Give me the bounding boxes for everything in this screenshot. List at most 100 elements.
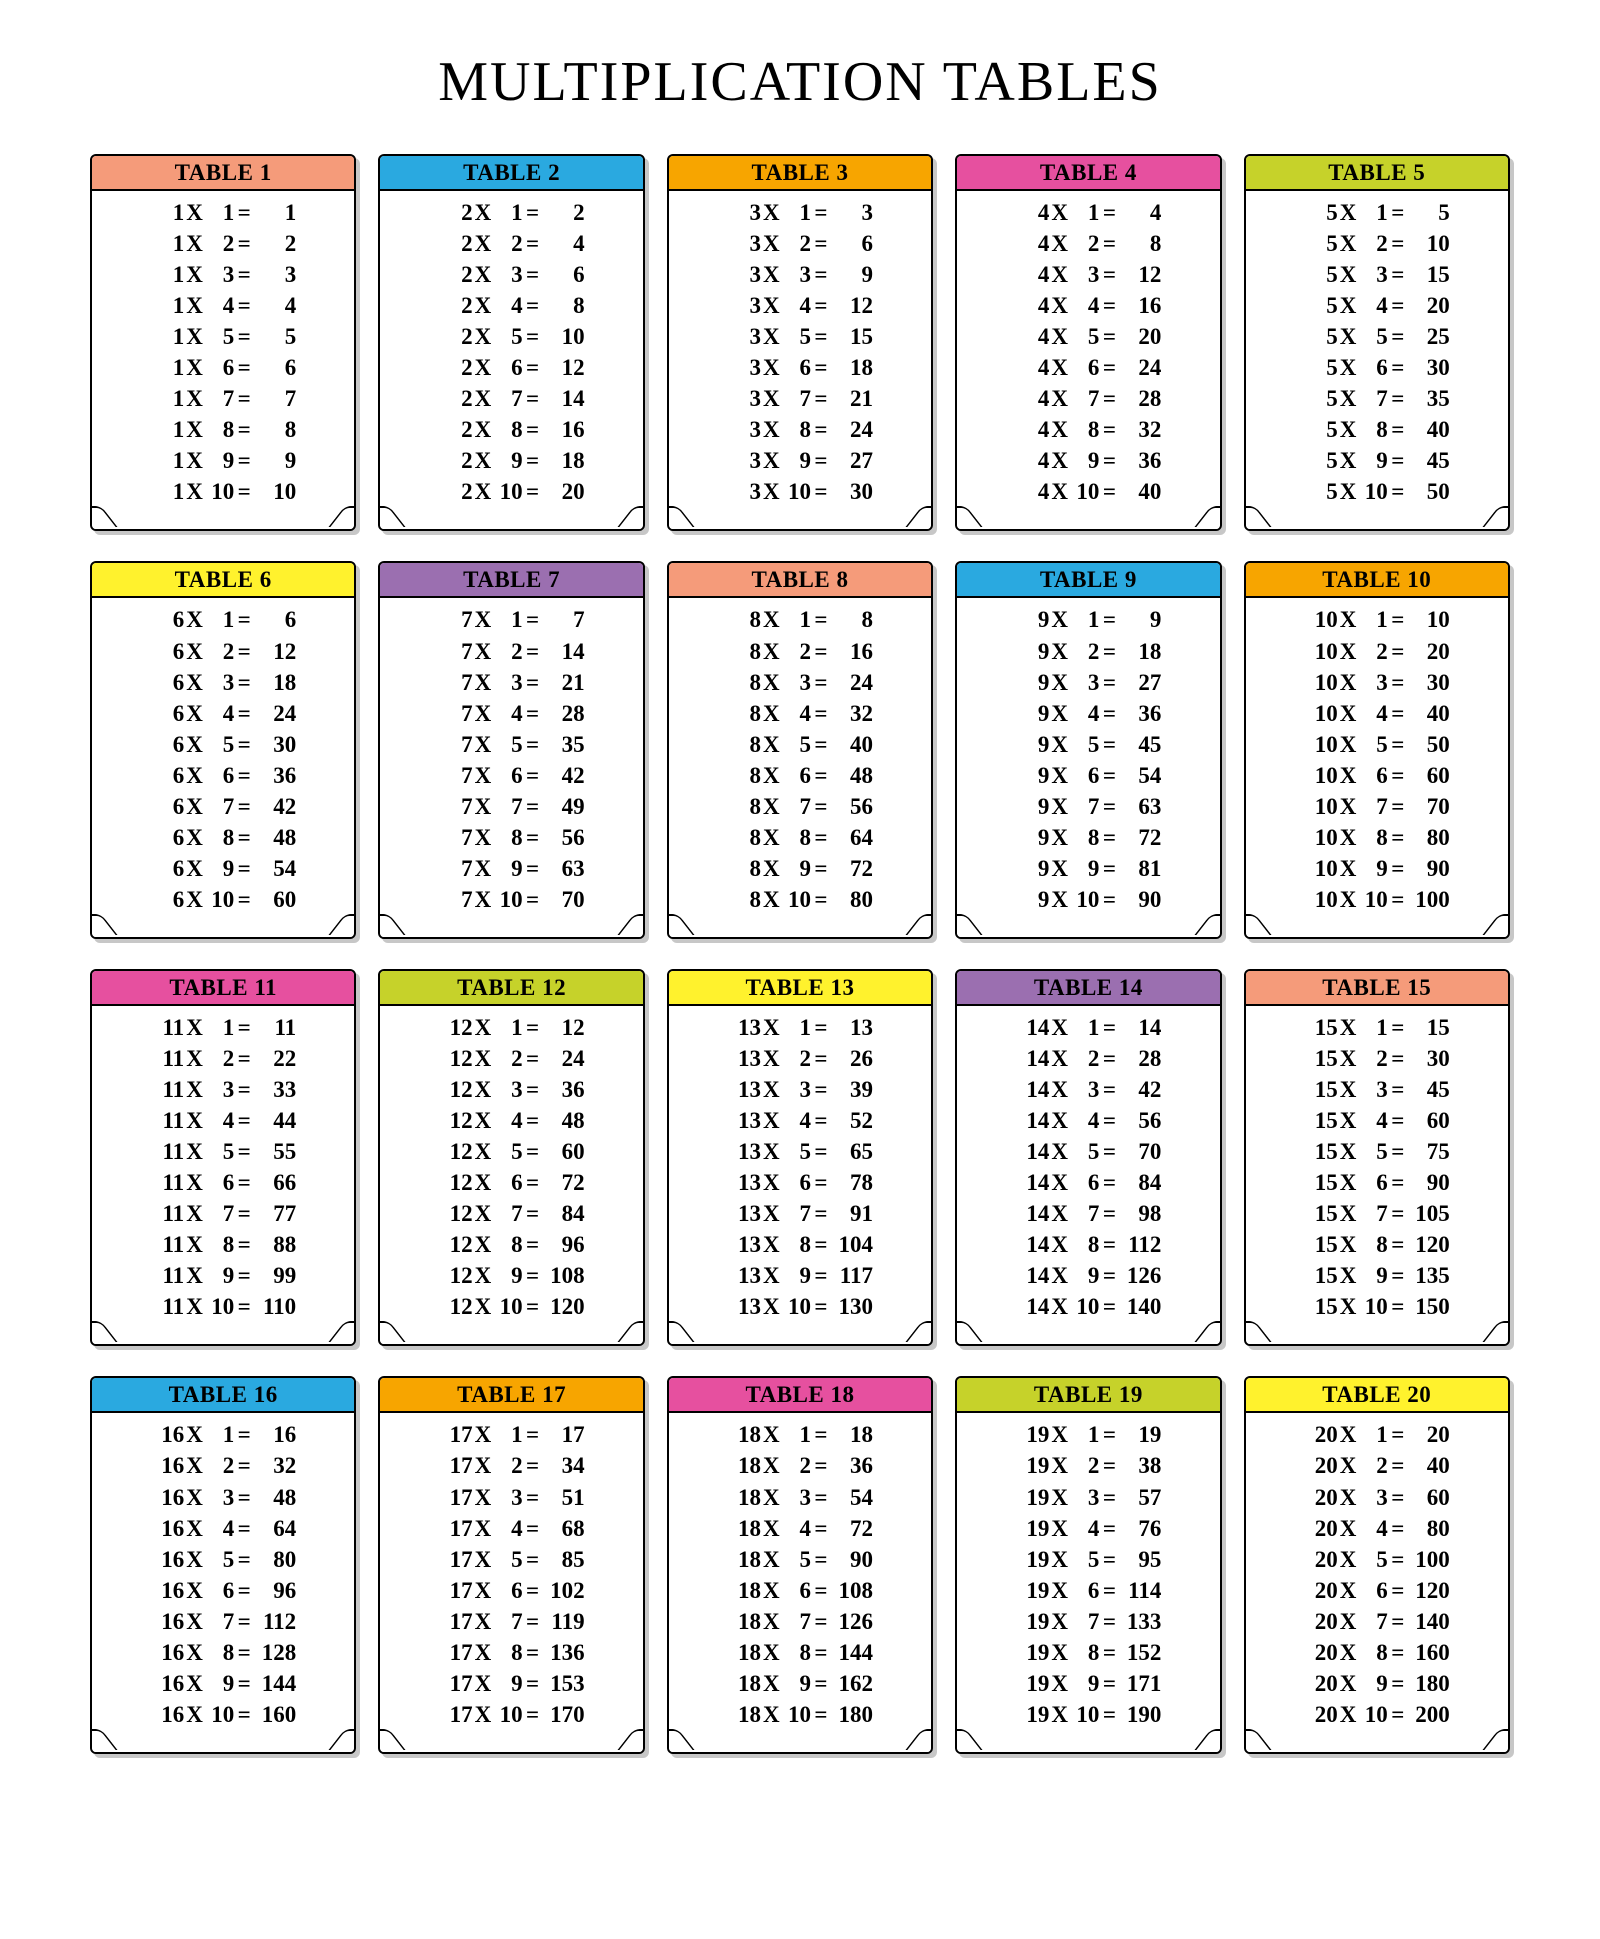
equals-symbol: = xyxy=(523,853,541,884)
table-row: 12X4=48 xyxy=(390,1105,632,1136)
multiplier: 3 xyxy=(204,667,234,698)
multiplicand: 10 xyxy=(1304,853,1338,884)
multiplicand: 9 xyxy=(1015,884,1049,915)
equals-symbol: = xyxy=(234,259,252,290)
table-row: 17X7=119 xyxy=(390,1606,632,1637)
multiplicand: 12 xyxy=(439,1229,473,1260)
times-symbol: X xyxy=(473,1419,493,1450)
product: 32 xyxy=(252,1450,296,1481)
multiplier: 8 xyxy=(781,1637,811,1668)
times-symbol: X xyxy=(1049,445,1069,476)
table-row: 4X3=12 xyxy=(967,259,1209,290)
times-symbol: X xyxy=(1338,321,1358,352)
times-symbol: X xyxy=(1049,1419,1069,1450)
multiplier: 3 xyxy=(781,667,811,698)
table-row: 19X6=114 xyxy=(967,1575,1209,1606)
multiplier: 9 xyxy=(493,1668,523,1699)
product: 40 xyxy=(1406,698,1450,729)
multiplier: 4 xyxy=(781,698,811,729)
product: 24 xyxy=(1117,352,1161,383)
times-symbol: X xyxy=(1338,791,1358,822)
table-row: 5X6=30 xyxy=(1256,352,1498,383)
equals-symbol: = xyxy=(1388,1450,1406,1481)
table-row: 9X8=72 xyxy=(967,822,1209,853)
multiplier: 3 xyxy=(1358,667,1388,698)
product: 20 xyxy=(541,476,585,507)
table-row: 18X10=180 xyxy=(679,1699,921,1730)
times-symbol: X xyxy=(761,760,781,791)
multiplicand: 8 xyxy=(727,604,761,635)
times-symbol: X xyxy=(761,1043,781,1074)
table-card: TABLE 1414X1=1414X2=2814X3=4214X4=5614X5… xyxy=(955,969,1221,1346)
times-symbol: X xyxy=(1338,1136,1358,1167)
multiplicand: 20 xyxy=(1304,1575,1338,1606)
multiplicand: 1 xyxy=(150,321,184,352)
table-row: 20X9=180 xyxy=(1256,1668,1498,1699)
multiplicand: 9 xyxy=(1015,853,1049,884)
table-row: 16X1=16 xyxy=(102,1419,344,1450)
table-row: 1X2=2 xyxy=(102,228,344,259)
multiplicand: 10 xyxy=(1304,822,1338,853)
equals-symbol: = xyxy=(811,228,829,259)
times-symbol: X xyxy=(1049,1074,1069,1105)
multiplier: 9 xyxy=(1069,445,1099,476)
multiplier: 6 xyxy=(204,352,234,383)
multiplicand: 12 xyxy=(439,1291,473,1322)
product: 190 xyxy=(1117,1699,1161,1730)
times-symbol: X xyxy=(1049,853,1069,884)
product: 48 xyxy=(252,822,296,853)
product: 72 xyxy=(1117,822,1161,853)
product: 72 xyxy=(829,1513,873,1544)
times-symbol: X xyxy=(761,1167,781,1198)
table-row: 5X10=50 xyxy=(1256,476,1498,507)
product: 9 xyxy=(252,445,296,476)
equals-symbol: = xyxy=(811,445,829,476)
times-symbol: X xyxy=(1338,414,1358,445)
product: 3 xyxy=(252,259,296,290)
multiplicand: 14 xyxy=(1015,1043,1049,1074)
multiplier: 9 xyxy=(493,853,523,884)
table-row: 3X3=9 xyxy=(679,259,921,290)
product: 30 xyxy=(829,476,873,507)
product: 140 xyxy=(1117,1291,1161,1322)
table-row: 13X10=130 xyxy=(679,1291,921,1322)
multiplicand: 5 xyxy=(1304,414,1338,445)
table-row: 1X10=10 xyxy=(102,476,344,507)
multiplier: 1 xyxy=(204,604,234,635)
table-row: 16X9=144 xyxy=(102,1668,344,1699)
table-row: 3X5=15 xyxy=(679,321,921,352)
multiplicand: 11 xyxy=(150,1105,184,1136)
multiplier: 4 xyxy=(1069,1105,1099,1136)
product: 49 xyxy=(541,791,585,822)
multiplicand: 18 xyxy=(727,1668,761,1699)
multiplicand: 13 xyxy=(727,1105,761,1136)
table-row: 7X2=14 xyxy=(390,636,632,667)
product: 78 xyxy=(829,1167,873,1198)
product: 108 xyxy=(829,1575,873,1606)
multiplier: 7 xyxy=(493,1606,523,1637)
equals-symbol: = xyxy=(811,1544,829,1575)
table-row: 19X1=19 xyxy=(967,1419,1209,1450)
equals-symbol: = xyxy=(523,1575,541,1606)
table-row: 15X8=120 xyxy=(1256,1229,1498,1260)
times-symbol: X xyxy=(184,1699,204,1730)
table-header: TABLE 19 xyxy=(957,1378,1219,1413)
product: 21 xyxy=(829,383,873,414)
table-row: 8X1=8 xyxy=(679,604,921,635)
equals-symbol: = xyxy=(1099,853,1117,884)
equals-symbol: = xyxy=(811,1450,829,1481)
table-row: 18X9=162 xyxy=(679,1668,921,1699)
times-symbol: X xyxy=(761,1136,781,1167)
product: 102 xyxy=(541,1575,585,1606)
product: 6 xyxy=(252,604,296,635)
multiplicand: 2 xyxy=(439,228,473,259)
times-symbol: X xyxy=(1049,1012,1069,1043)
product: 60 xyxy=(541,1136,585,1167)
multiplier: 9 xyxy=(781,853,811,884)
times-symbol: X xyxy=(473,290,493,321)
equals-symbol: = xyxy=(1099,1198,1117,1229)
multiplicand: 3 xyxy=(727,321,761,352)
table-row: 12X8=96 xyxy=(390,1229,632,1260)
product: 40 xyxy=(1117,476,1161,507)
multiplicand: 10 xyxy=(1304,636,1338,667)
